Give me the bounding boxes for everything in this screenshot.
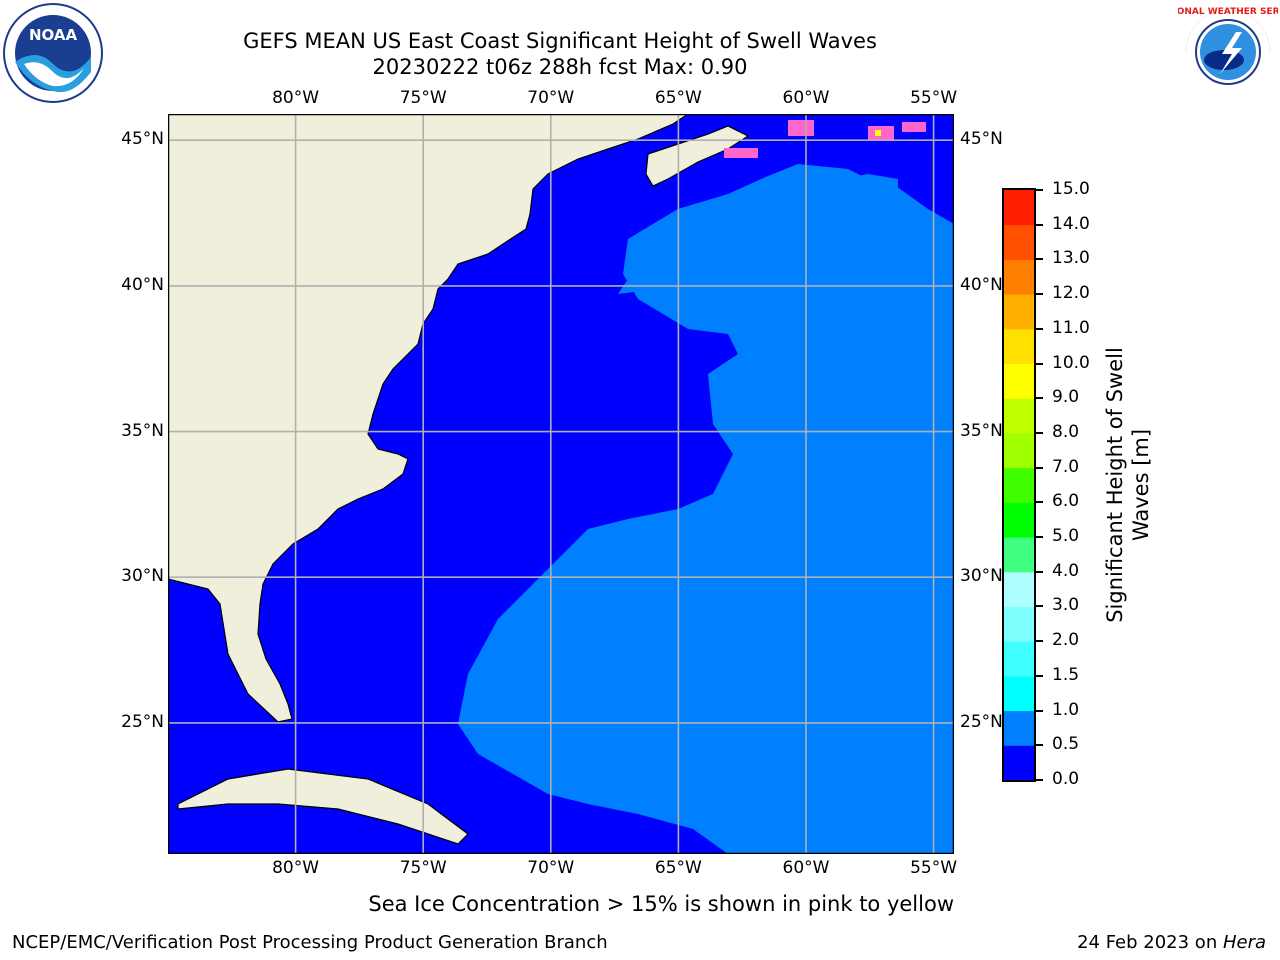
colorbar-segment (1004, 190, 1034, 226)
colorbar-segment (1004, 606, 1034, 642)
title-line1: GEFS MEAN US East Coast Significant Heig… (243, 29, 877, 53)
colorbar-frame (1002, 188, 1036, 782)
colorbar-tick-mark (1036, 362, 1043, 365)
nws-logo-text: NATIONAL WEATHER SERVICE (1178, 7, 1278, 17)
colorbar-tick-mark (1036, 466, 1043, 469)
colorbar-tick-mark (1036, 709, 1043, 712)
colorbar-segment (1004, 467, 1034, 503)
lon-tick-label: 65°W (654, 88, 702, 108)
lat-tick-label: 35°N (121, 420, 164, 441)
colorbar-segment (1004, 363, 1034, 399)
map-gridlines (168, 114, 954, 854)
colorbar-tick-label: 11.0 (1052, 317, 1090, 338)
map-frame (168, 114, 954, 854)
colorbar-tick-mark (1036, 640, 1043, 643)
colorbar-tick-label: 1.5 (1052, 664, 1080, 685)
lat-tick-label: 35°N (960, 420, 1003, 441)
colorbar-tick-mark (1036, 605, 1043, 608)
nws-logo: NATIONAL WEATHER SERVICE (1178, 4, 1278, 100)
colorbar-segment (1004, 224, 1034, 260)
noaa-logo: NOAA (3, 3, 103, 103)
lat-tick-label: 30°N (121, 566, 164, 587)
colorbar-segment (1004, 710, 1034, 746)
colorbar-tick-label: 12.0 (1052, 283, 1090, 304)
lat-tick-label: 25°N (121, 711, 164, 732)
colorbar-tick-mark (1036, 293, 1043, 296)
colorbar-tick-mark (1036, 570, 1043, 573)
band-mid-fill (458, 164, 954, 854)
land-fill (168, 114, 690, 723)
lon-tick-label: 80°W (272, 858, 320, 878)
swell-height-map (168, 114, 954, 854)
sea-ice-note: Sea Ice Concentration > 15% is shown in … (368, 892, 954, 916)
colorbar-tick-label: 6.0 (1052, 491, 1080, 512)
footer-right: 24 Feb 2023 on Hera (1077, 932, 1266, 953)
noaa-logo-text: NOAA (29, 26, 78, 44)
colorbar-segment (1004, 259, 1034, 295)
colorbar-segment (1004, 328, 1034, 365)
colorbar-tick-label: 10.0 (1052, 352, 1090, 373)
lon-tick-label: 75°W (399, 88, 447, 108)
colorbar-label-line2: Waves [m] (1129, 428, 1153, 542)
colorbar-tick-mark (1036, 258, 1043, 261)
colorbar-tick-label: 14.0 (1052, 213, 1090, 234)
colorbar-tick-mark (1036, 674, 1043, 677)
lat-tick-label: 40°N (960, 274, 1003, 295)
colorbar-segment (1004, 398, 1034, 434)
colorbar-tick-label: 0.5 (1052, 734, 1080, 755)
lat-tick-label: 30°N (960, 566, 1003, 587)
sea-ice-cells (724, 120, 926, 158)
colorbar-tick-mark (1036, 744, 1043, 747)
lon-tick-label: 55°W (910, 858, 958, 878)
colorbar-tick-label: 4.0 (1052, 560, 1080, 581)
lat-tick-label: 45°N (960, 129, 1003, 150)
lat-tick-label: 45°N (121, 129, 164, 150)
chart-title: GEFS MEAN US East Coast Significant Heig… (160, 28, 960, 80)
colorbar-segment (1004, 745, 1034, 781)
lat-tick-label: 25°N (960, 711, 1003, 732)
colorbar-tick-label: 7.0 (1052, 456, 1080, 477)
colorbar-tick-label: 9.0 (1052, 387, 1080, 408)
lon-tick-label: 60°W (782, 88, 830, 108)
cuba-fill (177, 768, 469, 845)
colorbar-tick-mark (1036, 327, 1043, 330)
colorbar-tick-label: 1.0 (1052, 699, 1080, 720)
lon-tick-label: 75°W (399, 858, 447, 878)
colorbar-segment (1004, 641, 1034, 677)
footer-date: 24 Feb 2023 on (1077, 932, 1223, 953)
lat-tick-label: 40°N (121, 274, 164, 295)
lon-tick-label: 65°W (654, 858, 702, 878)
colorbar-segment (1004, 294, 1034, 330)
colorbar-segment (1004, 571, 1034, 607)
colorbar-tick-mark (1036, 397, 1043, 400)
colorbar-tick-mark (1036, 501, 1043, 504)
colorbar-tick-label: 5.0 (1052, 526, 1080, 547)
colorbar-tick-mark (1036, 536, 1043, 539)
colorbar-segment (1004, 432, 1034, 469)
colorbar-tick-mark (1036, 189, 1043, 191)
colorbar-segment (1004, 675, 1034, 712)
colorbar-label-line1: Significant Height of Swell (1103, 347, 1127, 623)
colorbar (1002, 188, 1036, 782)
colorbar-tick-label: 0.0 (1052, 769, 1080, 789)
lon-tick-label: 55°W (910, 88, 958, 108)
colorbar-segment (1004, 502, 1034, 538)
lon-tick-label: 70°W (527, 858, 575, 878)
colorbar-tick-mark (1036, 223, 1043, 226)
colorbar-segment (1004, 537, 1034, 573)
lon-tick-label: 60°W (782, 858, 830, 878)
lon-tick-label: 80°W (272, 88, 320, 108)
colorbar-tick-mark (1036, 431, 1043, 434)
band-mid-fill-north (618, 174, 898, 294)
colorbar-tick-label: 13.0 (1052, 248, 1090, 269)
footer-left: NCEP/EMC/Verification Post Processing Pr… (12, 932, 608, 953)
title-line2: 20230222 t06z 288h fcst Max: 0.90 (372, 55, 748, 79)
colorbar-tick-mark (1036, 779, 1043, 781)
footer-host: Hera (1222, 932, 1266, 953)
colorbar-tick-label: 15.0 (1052, 179, 1090, 199)
colorbar-tick-label: 3.0 (1052, 595, 1080, 616)
colorbar-tick-label: 8.0 (1052, 421, 1080, 442)
lon-tick-label: 70°W (527, 88, 575, 108)
colorbar-tick-label: 2.0 (1052, 630, 1080, 651)
